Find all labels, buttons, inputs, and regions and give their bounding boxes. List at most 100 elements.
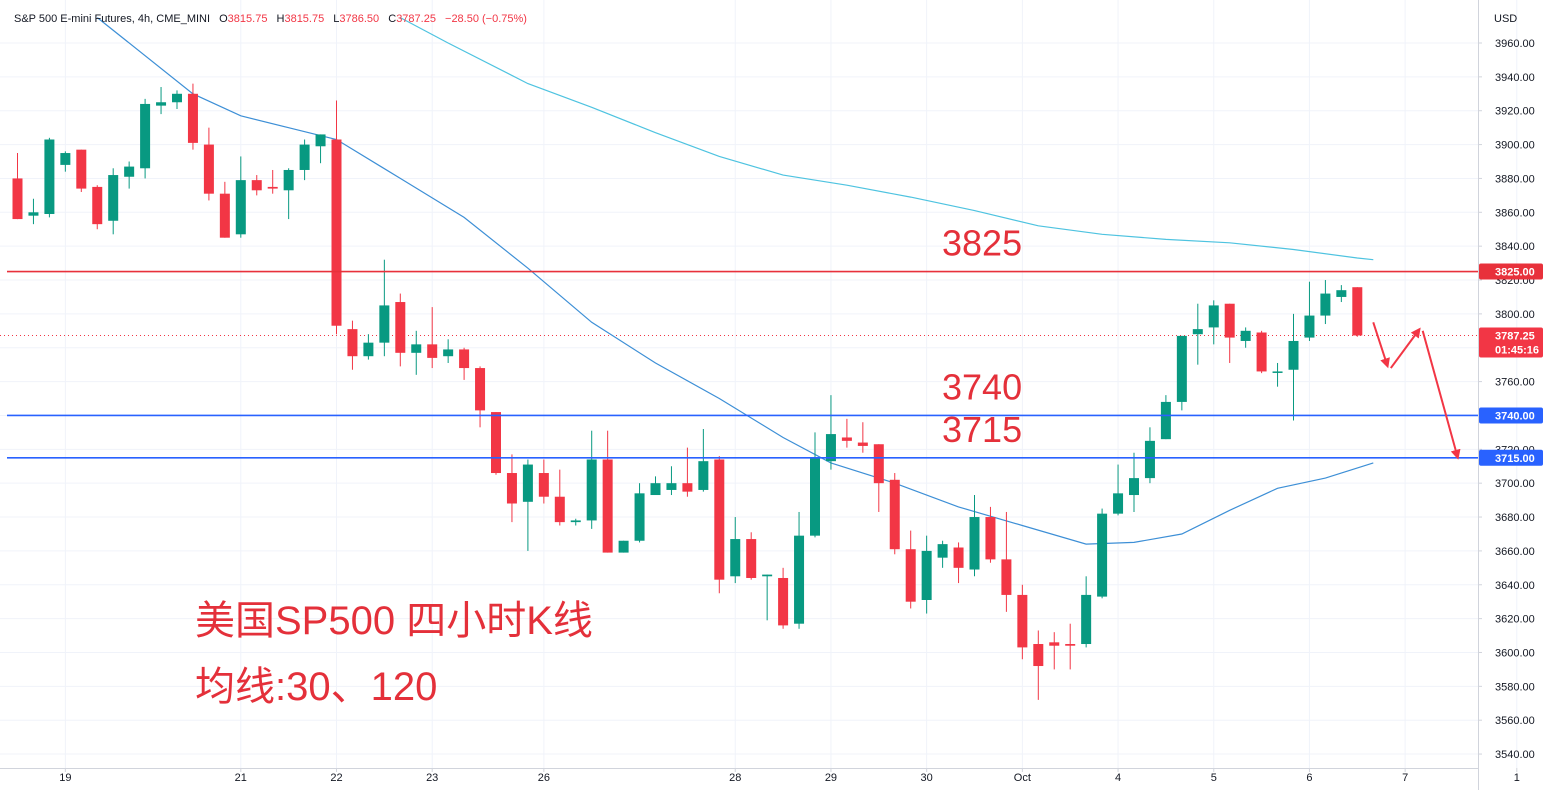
price-tag-3740-bg (1479, 407, 1543, 424)
candle-body (1081, 594, 1092, 645)
candle-body (1144, 440, 1155, 479)
candle-body (1097, 513, 1108, 597)
candle-body (985, 517, 996, 560)
price-tag-3740-text: 3740.00 (1495, 410, 1535, 422)
candle-body (554, 496, 565, 523)
level-annotation-3715: 3715 (942, 409, 1022, 450)
candle-body (825, 434, 836, 462)
time-tick-label: 4 (1115, 772, 1121, 784)
candle-body (570, 520, 581, 523)
candle-body (538, 473, 549, 497)
time-tick-label: 19 (59, 772, 71, 784)
candle-body (347, 329, 358, 357)
candle-body (1352, 287, 1363, 336)
time-tick-label: 29 (825, 772, 837, 784)
time-tick-label: 21 (235, 772, 247, 784)
candle-body (283, 169, 294, 191)
candle-body (235, 180, 246, 235)
chart-annotation-title: 美国SP500 四小时K线 (195, 599, 593, 643)
price-tag-3715-text: 3715.00 (1495, 453, 1535, 465)
level-annotation-3825: 3825 (942, 223, 1022, 264)
candle-body (108, 175, 119, 221)
candle-body (1049, 642, 1060, 646)
candle-body (395, 302, 406, 353)
candle-body (682, 483, 693, 492)
price-tick-label: 3680.00 (1495, 512, 1535, 524)
candle-body (28, 212, 39, 216)
last-price-tag-bg (1479, 327, 1543, 358)
time-tick-label: 28 (729, 772, 741, 784)
candle-body (969, 517, 980, 570)
price-tick-label: 3620.00 (1495, 614, 1535, 626)
high-label: H (276, 13, 285, 25)
candle-body (443, 349, 454, 357)
price-tick-label: 3580.00 (1495, 681, 1535, 693)
candle-body (937, 544, 948, 558)
candle-body (459, 349, 470, 369)
chart-annotation-subtitle: 均线:30、120 (195, 665, 438, 709)
candle-body (427, 344, 438, 358)
open-value: 3815.75 (227, 13, 268, 25)
candle-body (379, 305, 390, 343)
candle-body (299, 144, 310, 170)
candle-body (953, 547, 964, 568)
candle-body (267, 186, 278, 189)
candle-body (12, 178, 23, 220)
change-value: −28.50 (−0.75%) (445, 13, 527, 25)
candle-body (1304, 315, 1315, 338)
last-price-tag-text: 01:45:16 (1495, 344, 1539, 356)
level-annotation-3740: 3740 (942, 366, 1022, 407)
candle-body (650, 483, 661, 496)
price-tick-label: 3640.00 (1495, 580, 1535, 592)
candle-body (618, 540, 629, 553)
time-tick-label: 1 (1514, 772, 1520, 784)
low-value: 3786.50 (339, 13, 380, 25)
candle-body (475, 368, 486, 411)
symbol-label: S&P 500 E-mini Futures, 4h, CME_MINI (14, 13, 211, 25)
candle-body (506, 473, 517, 504)
candle-body (124, 166, 135, 177)
price-tick-label: 3540.00 (1495, 749, 1535, 761)
candle-body (714, 459, 725, 580)
candle-body (1065, 644, 1076, 646)
open-label: O (219, 13, 228, 25)
price-tick-label: 3940.00 (1495, 72, 1535, 84)
high-value: 3815.75 (284, 13, 325, 25)
price-tick-label: 3960.00 (1495, 38, 1535, 50)
price-tick-label: 3880.00 (1495, 173, 1535, 185)
candle-body (1320, 293, 1331, 316)
price-tag-3825-bg (1479, 263, 1543, 280)
candle-body (1001, 559, 1012, 595)
candle-body (363, 342, 374, 357)
price-tick-label: 3840.00 (1495, 241, 1535, 253)
candle-body (778, 577, 789, 626)
candle-body (602, 459, 613, 553)
forecast-arrow (1389, 327, 1421, 369)
candle-body (857, 442, 868, 446)
candle-body (156, 102, 167, 106)
candle-body (219, 193, 230, 238)
time-tick-label: 6 (1306, 772, 1312, 784)
chart-header: S&P 500 E-mini Futures, 4h, CME_MINI O38… (14, 13, 533, 25)
price-tick-label: 3760.00 (1495, 377, 1535, 389)
last-price-tag-text: 3787.25 (1495, 330, 1535, 342)
currency-label: USD (1494, 13, 1518, 25)
candle-body (411, 344, 422, 353)
price-tick-label: 3700.00 (1495, 478, 1535, 490)
price-tick-label: 3600.00 (1495, 647, 1535, 659)
candle-body (666, 483, 677, 490)
close-value: 3787.25 (396, 13, 436, 25)
candle-body (315, 134, 326, 147)
candle-body (522, 464, 533, 502)
candle-body (331, 139, 342, 326)
candle-body (810, 457, 820, 536)
time-tick-label: 30 (921, 772, 933, 784)
candle-body (187, 93, 198, 143)
candle-body (873, 444, 884, 484)
time-tick-label: 7 (1402, 772, 1408, 784)
candle-body (889, 479, 900, 550)
forecast-arrow (1421, 330, 1461, 460)
candle-body (730, 539, 741, 577)
price-tick-label: 3560.00 (1495, 715, 1535, 727)
